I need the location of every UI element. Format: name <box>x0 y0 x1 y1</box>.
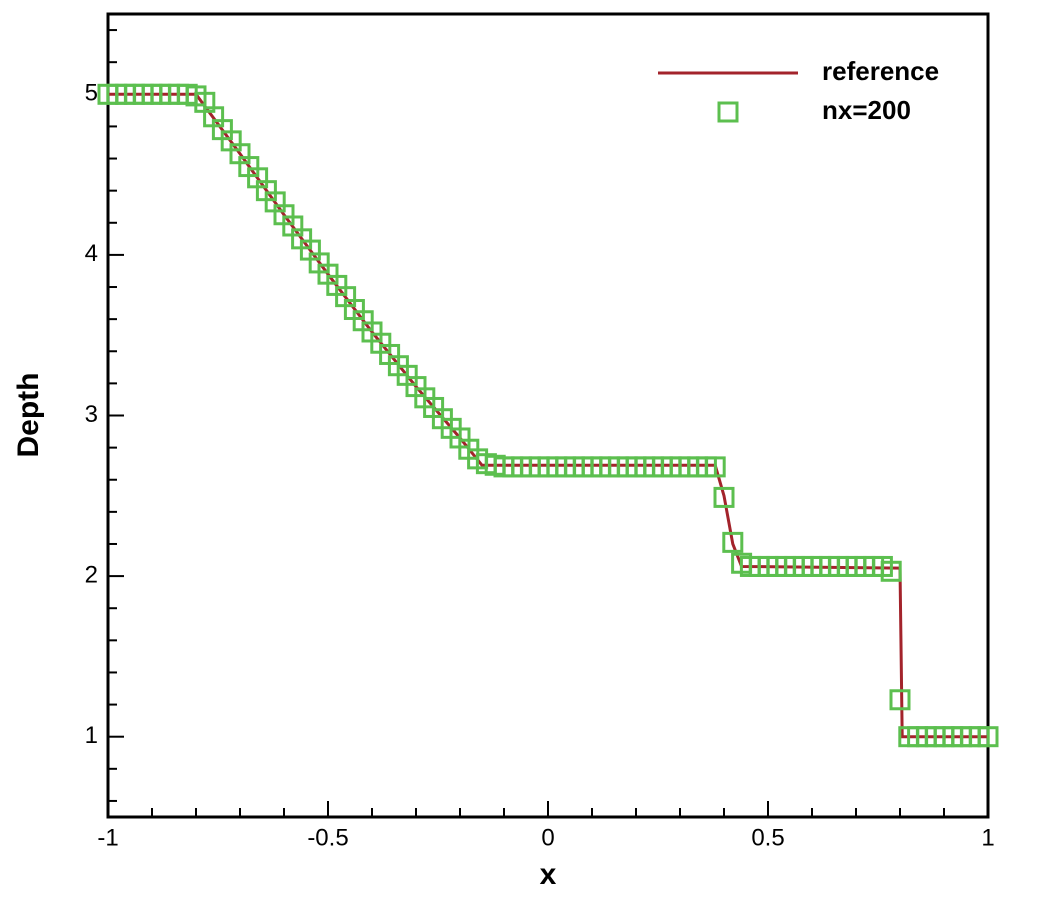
x-tick-label: 1 <box>981 824 994 851</box>
y-tick-label: 4 <box>85 240 98 267</box>
legend-square <box>717 101 739 123</box>
legend-label: reference <box>822 56 939 86</box>
y-tick-label: 3 <box>85 401 98 428</box>
square-marker <box>977 726 999 748</box>
x-axis-label: x <box>540 858 557 891</box>
y-tick-label: 1 <box>85 722 98 749</box>
square-marker <box>889 689 911 711</box>
x-tick-label: 0 <box>541 824 554 851</box>
square-marker <box>722 531 744 553</box>
x-tick-label: -1 <box>97 824 118 851</box>
legend-label: nx=200 <box>822 95 911 125</box>
y-tick-label: 2 <box>85 561 98 588</box>
square-marker <box>713 486 735 508</box>
x-tick-label: -0.5 <box>307 824 348 851</box>
y-tick-label: 5 <box>85 80 98 107</box>
square-marker <box>880 560 902 582</box>
square-marker <box>704 456 726 478</box>
x-tick-label: 0.5 <box>751 824 784 851</box>
y-axis-label: Depth <box>12 373 45 458</box>
reference-line <box>108 92 988 739</box>
